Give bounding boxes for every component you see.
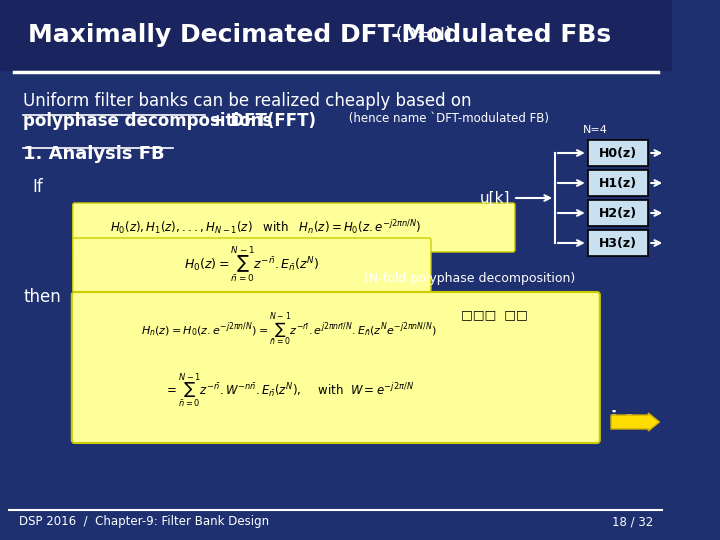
Text: polyphase decompositions: polyphase decompositions	[23, 112, 273, 130]
Text: □□□  □□: □□□ □□	[461, 308, 528, 321]
Text: $H_0(z), H_1(z),...,H_{N-1}(z)$   with   $H_n(z)=H_0(z.e^{-j2\pi n/N})$: $H_0(z), H_1(z),...,H_{N-1}(z)$ with $H_…	[110, 218, 422, 236]
Text: i.e.: i.e.	[611, 410, 643, 428]
Text: H3(z): H3(z)	[599, 237, 637, 249]
Text: H2(z): H2(z)	[599, 206, 637, 219]
Text: N=4: N=4	[583, 125, 608, 135]
Text: 18 / 32: 18 / 32	[612, 516, 653, 529]
FancyArrow shape	[611, 413, 660, 431]
Text: H0(z): H0(z)	[599, 146, 637, 159]
Text: (D=N): (D=N)	[390, 26, 452, 44]
Text: $H_n(z)=H_0(z.e^{-j2\pi n/N})=\sum_{\bar{n}=0}^{N-1} z^{-\bar{n}}.e^{j2\pi n\bar: $H_n(z)=H_0(z.e^{-j2\pi n/N})=\sum_{\bar…	[141, 312, 437, 349]
Text: then: then	[23, 288, 61, 306]
FancyBboxPatch shape	[72, 292, 600, 443]
Text: $H_0(z)=\sum_{\bar{n}=0}^{N-1} z^{-\bar{n}}.E_{\bar{n}}(z^N)$: $H_0(z)=\sum_{\bar{n}=0}^{N-1} z^{-\bar{…	[184, 245, 320, 285]
Text: 1. Analysis FB: 1. Analysis FB	[23, 145, 165, 163]
Text: + DFT(FFT): + DFT(FFT)	[205, 112, 316, 130]
Text: DSP 2016  /  Chapter-9: Filter Bank Design: DSP 2016 / Chapter-9: Filter Bank Design	[19, 516, 269, 529]
FancyBboxPatch shape	[73, 203, 515, 252]
Text: H1(z): H1(z)	[599, 177, 637, 190]
Text: (N-fold polyphase decomposition): (N-fold polyphase decomposition)	[364, 272, 575, 285]
Bar	[588, 170, 648, 196]
Bar	[588, 140, 648, 166]
Text: If: If	[32, 178, 43, 196]
Bar	[588, 230, 648, 256]
Text: $=\sum_{\bar{n}=0}^{N-1} z^{-\bar{n}}.W^{-n\bar{n}}.E_{\bar{n}}(z^N),$    with  : $=\sum_{\bar{n}=0}^{N-1} z^{-\bar{n}}.W^…	[164, 371, 414, 409]
Text: (hence name `DFT-modulated FB): (hence name `DFT-modulated FB)	[345, 112, 549, 125]
Text: Maximally Decimated DFT-Modulated FBs: Maximally Decimated DFT-Modulated FBs	[28, 23, 611, 47]
Bar	[588, 200, 648, 226]
Text: u[k]: u[k]	[480, 191, 510, 206]
FancyBboxPatch shape	[73, 238, 431, 292]
Text: Uniform filter banks can be realized cheaply based on: Uniform filter banks can be realized che…	[23, 92, 472, 110]
Bar	[0, 0, 672, 70]
